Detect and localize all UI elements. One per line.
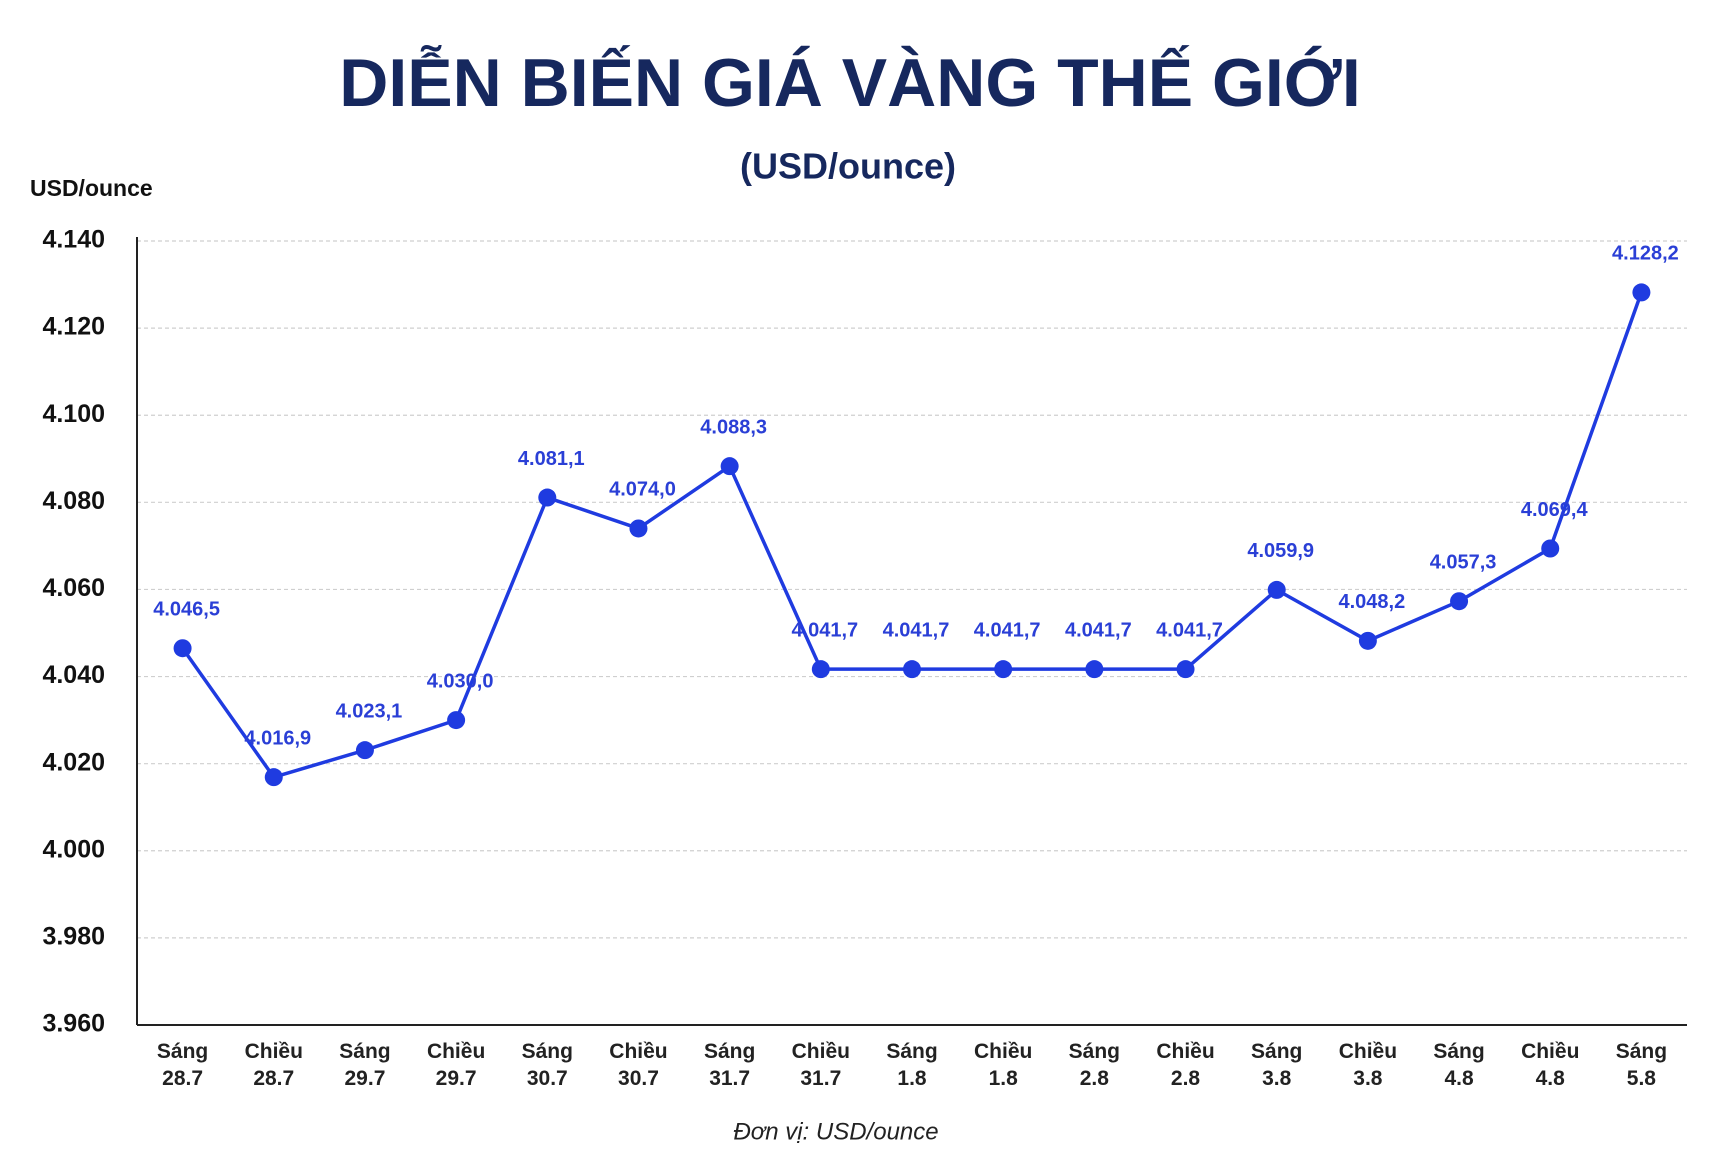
point	[1541, 539, 1560, 558]
value-label: 4.057,3	[1430, 551, 1497, 573]
x-tick-label: Sáng 28.7	[157, 1040, 208, 1090]
x-tick-label: Sáng 29.7	[339, 1040, 390, 1090]
point	[811, 660, 830, 679]
x-tick-label: Chiều 30.7	[609, 1040, 667, 1090]
x-tick-label: Chiều 3.8	[1339, 1040, 1397, 1090]
point	[355, 741, 374, 760]
point	[903, 660, 921, 679]
y-tick-label: 4.100	[42, 400, 105, 428]
y-tick-label: 4.040	[42, 661, 105, 689]
value-label: 4.023,1	[336, 700, 403, 722]
x-tick-label: Sáng 5.8	[1616, 1040, 1667, 1090]
point	[1358, 631, 1377, 650]
point	[629, 519, 648, 538]
value-label: 4.048,2	[1339, 591, 1406, 613]
value-label: 4.088,3	[700, 416, 767, 438]
value-label: 4.041,7	[974, 619, 1041, 641]
point	[1176, 660, 1195, 679]
y-tick-label: 4.020	[42, 748, 105, 776]
x-tick-label: Chiều 29.7	[427, 1040, 485, 1090]
value-label: 4.046,5	[153, 599, 220, 621]
value-label: 4.081,1	[518, 448, 585, 470]
x-tick-label: Chiều 31.7	[792, 1040, 850, 1090]
value-label: 4.041,7	[791, 619, 858, 641]
y-tick-label: 4.000	[42, 835, 105, 863]
point	[173, 639, 192, 658]
point	[1085, 660, 1104, 679]
point	[994, 660, 1013, 679]
x-tick-label: Chiều 1.8	[974, 1040, 1032, 1090]
value-label: 4.059,9	[1247, 540, 1314, 562]
x-tick-label: Sáng 3.8	[1251, 1040, 1302, 1090]
point	[1267, 580, 1286, 599]
point	[264, 768, 283, 787]
y-tick-label: 4.120	[42, 313, 105, 341]
point	[1632, 283, 1651, 302]
value-label: 4.016,9	[244, 727, 311, 749]
value-label: 4.041,7	[1156, 619, 1223, 641]
x-tick-label: Chiều 4.8	[1521, 1040, 1579, 1090]
value-label: 4.069,4	[1521, 499, 1589, 521]
x-tick-label: Sáng 30.7	[522, 1040, 573, 1090]
y-tick-label: 3.980	[42, 922, 105, 950]
x-tick-label: Sáng 2.8	[1069, 1040, 1120, 1090]
point	[538, 488, 557, 507]
value-label: 4.030,0	[427, 670, 494, 692]
footnote: Đơn vị: USD/ounce	[733, 1118, 938, 1145]
value-label: 4.041,7	[883, 619, 950, 641]
value-label: 4.128,2	[1612, 243, 1679, 265]
point	[447, 711, 466, 730]
x-tick-label: Chiều 28.7	[245, 1040, 303, 1090]
y-tick-label: 4.060	[42, 574, 105, 602]
y-axis-label: USD/ounce	[30, 175, 153, 201]
x-tick-label: Sáng 31.7	[704, 1040, 755, 1090]
x-tick-label: Chiều 2.8	[1156, 1040, 1214, 1090]
chart-subtitle: (USD/ounce)	[740, 146, 956, 187]
chart-title: DIỄN BIẾN GIÁ VÀNG THẾ GIỚI	[339, 44, 1360, 121]
x-tick-label: Sáng 4.8	[1433, 1040, 1484, 1090]
value-label: 4.041,7	[1065, 619, 1132, 641]
x-tick-label: Sáng 1.8	[886, 1040, 937, 1090]
point	[720, 457, 739, 476]
value-label: 4.074,0	[609, 479, 676, 501]
y-tick-label: 3.960	[42, 1010, 105, 1038]
y-tick-label: 4.080	[42, 487, 105, 515]
point	[1450, 592, 1469, 611]
y-tick-label: 4.140	[42, 226, 105, 254]
